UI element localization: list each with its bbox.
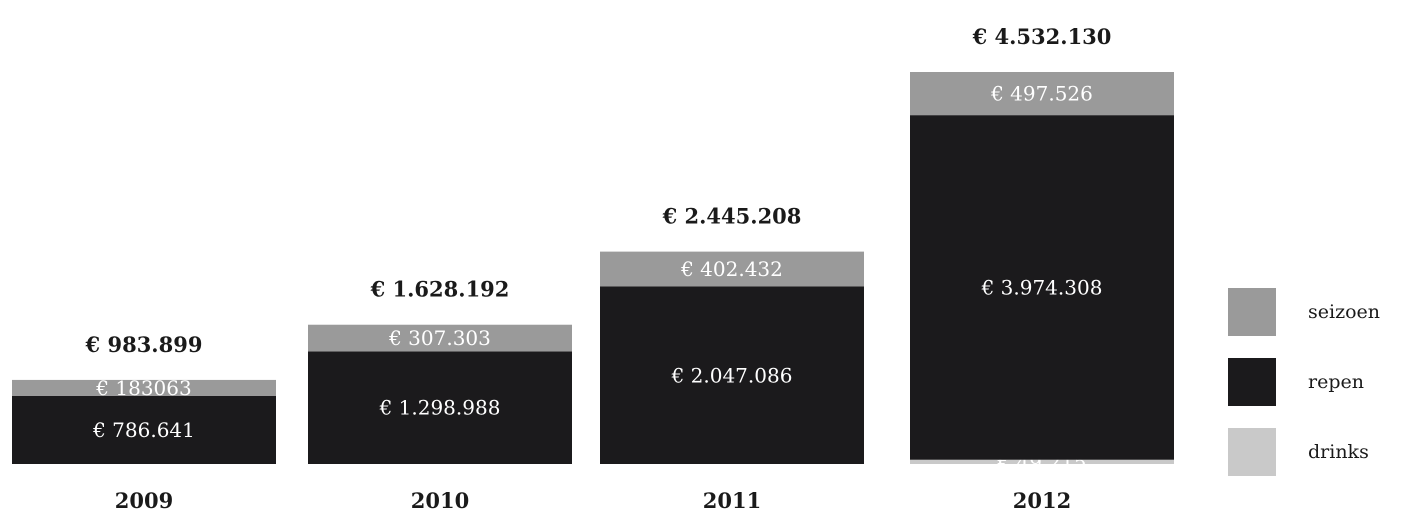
segment-seizoen-2011 [600, 251, 864, 287]
legend-item-seizoen: seizoen [1228, 288, 1380, 336]
segment-seizoen-2009 [12, 379, 276, 396]
segment-repen-2011 [600, 286, 864, 464]
bar-2011: € 2.047.086 € 402.432 € 2.445.208 2011 [600, 204, 864, 513]
legend: seizoen repen drinks [1228, 288, 1380, 476]
legend-label-repen: repen [1308, 371, 1364, 393]
segment-repen-2009 [12, 395, 276, 464]
legend-item-drinks: drinks [1228, 428, 1369, 476]
year-label-2012: 2012 [1013, 488, 1071, 513]
bars-group: € 786.641 € 183063 € 983.899 2009 € 1.298.98… [12, 24, 1174, 513]
bar-2009: € 786.641 € 183063 € 983.899 2009 [12, 332, 276, 513]
bar-2010: € 1.298.988 € 307.303 € 1.628.192 2010 [308, 277, 572, 513]
segment-repen-2012 [910, 115, 1174, 460]
legend-label-seizoen: seizoen [1308, 301, 1380, 323]
value-label-seizoen-2012: € 497.526 [990, 82, 1093, 106]
legend-swatch-repen [1228, 358, 1276, 406]
total-label-2011: € 2.445.208 [662, 204, 802, 229]
segment-seizoen-2010 [308, 324, 572, 352]
total-label-2012: € 4.532.130 [972, 24, 1112, 49]
value-label-repen-2011: € 2.047.086 [671, 363, 793, 387]
total-label-2010: € 1.628.192 [370, 277, 510, 302]
legend-swatch-seizoen [1228, 288, 1276, 336]
bar-2012: € 49.215€ 3.974.308€ 497.526€ 4.532.1302… [910, 24, 1174, 513]
value-label-repen-2009: € 786.641 [92, 418, 195, 442]
legend-swatch-drinks [1228, 428, 1276, 476]
segment-repen-2010 [308, 351, 572, 464]
segment-seizoen-2012 [910, 72, 1174, 116]
segment-drinks-2012 [910, 459, 1174, 464]
year-label-2011: 2011 [703, 488, 761, 513]
legend-item-repen: repen [1228, 358, 1364, 406]
value-label-seizoen-2011: € 402.432 [680, 257, 783, 281]
legend-label-drinks: drinks [1308, 441, 1369, 463]
value-label-repen-2012: € 3.974.308 [981, 275, 1103, 299]
value-label-seizoen-2010: € 307.303 [388, 326, 491, 350]
total-label-2009: € 983.899 [85, 332, 203, 357]
value-label-seizoen-2009: € 183063 [95, 376, 191, 400]
year-label-2010: 2010 [411, 488, 469, 513]
value-label-repen-2010: € 1.298.988 [379, 396, 501, 420]
year-label-2009: 2009 [115, 488, 173, 513]
